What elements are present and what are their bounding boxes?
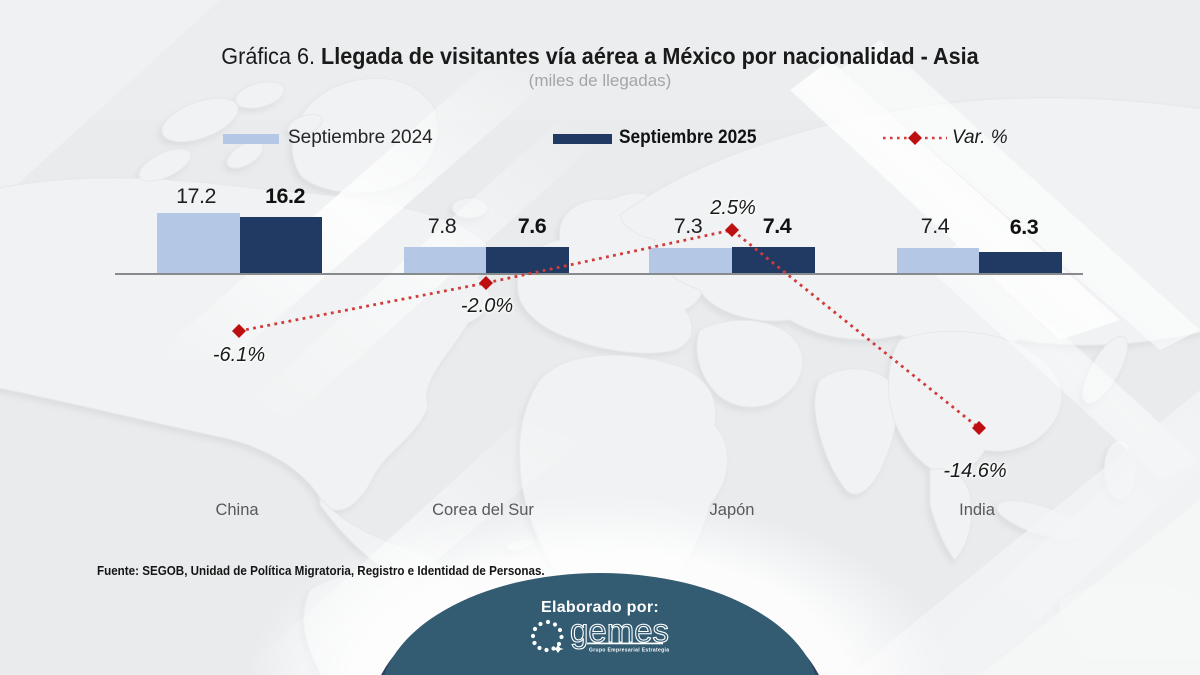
svg-text:Grupo Empresarial Estrategia: Grupo Empresarial Estrategia <box>589 648 669 654</box>
